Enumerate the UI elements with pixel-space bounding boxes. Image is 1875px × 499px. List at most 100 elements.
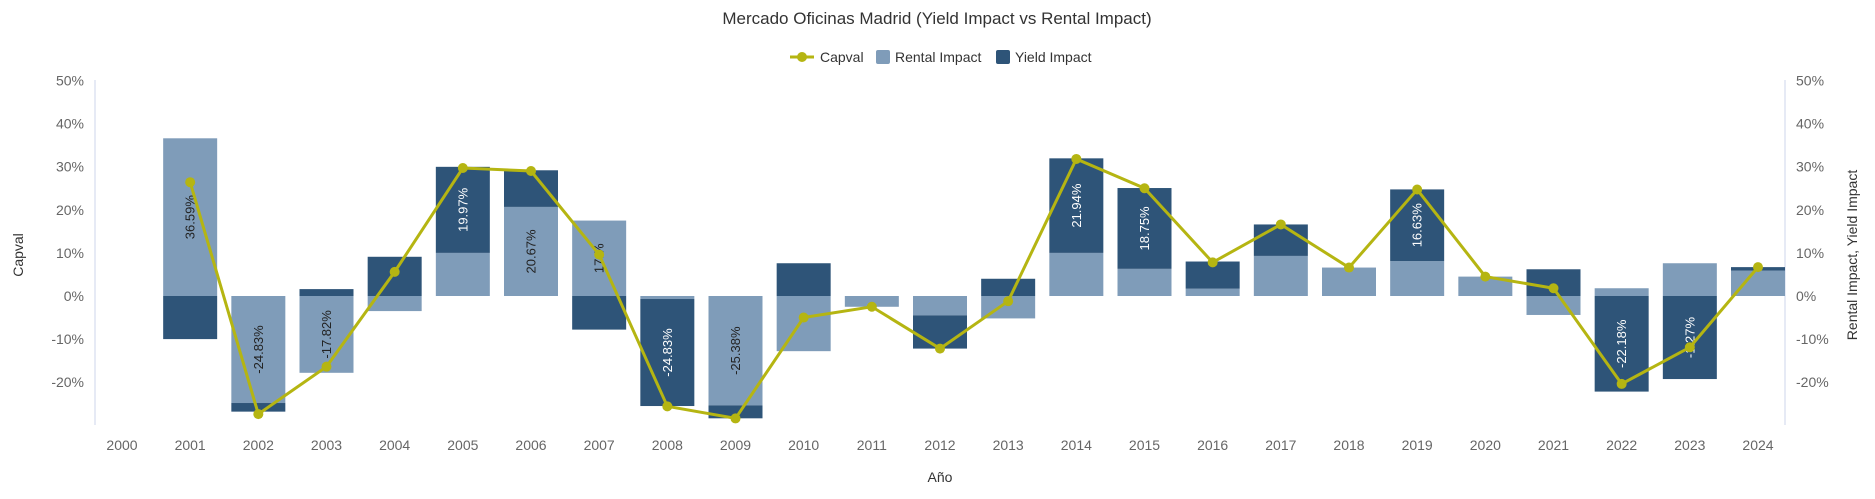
y-tick-label-left: 40% [56,116,84,132]
x-tick-label: 2006 [515,437,546,453]
capval-point [1003,296,1014,307]
capval-point [253,409,264,420]
x-tick-label: 2019 [1402,437,1433,453]
bar-data-label: 19.97% [455,187,470,232]
x-axis-title: Año [928,469,953,485]
bar-data-label: 20.67% [523,229,538,274]
legend-yield-label: Yield Impact [1015,49,1092,65]
x-tick-label: 2018 [1333,437,1364,453]
capval-point [594,249,605,260]
bar-data-label: -24.83% [660,328,675,377]
rental-impact-bar [1185,288,1240,296]
capval-point [321,361,332,372]
yield-impact-bar [640,299,695,407]
capval-point [389,266,400,277]
rental-impact-bar [640,296,695,300]
capval-point [935,343,945,354]
y-tick-label-left: 20% [56,202,84,218]
bar-data-label: 21.94% [1069,183,1084,228]
rental-impact-bar [299,296,354,373]
capval-point [1139,183,1150,194]
yield-impact-bar [1662,296,1717,380]
rental-impact-bar [1526,296,1581,315]
y-tick-label-right: 40% [1796,116,1824,132]
x-tick-label: 2012 [924,437,955,453]
x-tick-label: 2013 [993,437,1024,453]
rental-impact-bar [1594,288,1649,296]
rental-impact-bar [435,252,490,296]
yield-impact-bar [913,315,967,349]
rental-impact-bar [1662,263,1717,296]
bar-data-label: 18.75% [1137,206,1152,251]
rental-impact-bar [1117,268,1172,296]
x-tick-label: 2014 [1061,437,1092,453]
capval-point [1480,271,1491,282]
rental-impact-bar [913,296,967,316]
rental-impact-bar [367,296,422,312]
yield-impact-bar [299,289,354,296]
x-tick-label: 2008 [652,437,683,453]
rental-impact-bar [1458,276,1513,296]
x-tick-label: 2024 [1742,437,1773,453]
x-tick-label: 2004 [379,437,410,453]
y-tick-label-right: -20% [1796,374,1829,390]
capval-point [457,162,468,173]
x-tick-label: 2010 [788,437,819,453]
rental-impact-bar [1049,252,1104,296]
legend: Capval Rental Impact Yield Impact [790,49,1092,65]
x-tick-label: 2007 [584,437,615,453]
y-tick-label-right: 20% [1796,202,1824,218]
y-tick-label-right: 50% [1796,73,1824,89]
x-tick-label: 2003 [311,437,342,453]
yield-impact-bar [1117,188,1172,269]
capval-line-series [185,153,1763,424]
capval-point [1548,283,1559,294]
capval-point [1616,378,1627,389]
y-tick-label-left: 30% [56,159,84,175]
y-axis-title-left: Capval [10,233,26,277]
x-tick-label: 2001 [175,437,206,453]
y-tick-label-left: -20% [51,374,84,390]
y-tick-label-right: 10% [1796,245,1824,261]
capval-point [1344,262,1354,273]
capval-point [526,166,536,177]
y-tick-label-left: 10% [56,245,84,261]
rental-impact-bar [708,296,763,406]
rental-impact-bar [504,206,558,296]
x-tick-label: 2011 [857,437,887,453]
capval-point [866,301,877,312]
bar-data-label: -25.38% [728,326,743,375]
yield-impact-bar [1390,189,1445,262]
capval-point [1207,257,1218,268]
x-tick-label: 2017 [1265,437,1296,453]
legend-capval-marker-icon [797,52,807,62]
yield-impact-bar [776,263,831,296]
x-tick-label: 2022 [1606,437,1637,453]
bar-data-label: -17.82% [319,310,334,359]
bars [163,138,1785,419]
yield-impact-bar [163,296,218,340]
capval-point [185,177,196,188]
x-tick-label: 2020 [1470,437,1501,453]
y-axis-title-right: Rental Impact, Yield Impact [1844,170,1860,341]
legend-yield-swatch-icon [996,50,1010,64]
yield-impact-bar [1049,158,1104,253]
capval-point [798,312,809,323]
rental-impact-bar [844,296,899,307]
x-tick-label: 2016 [1197,437,1228,453]
capval-point [1684,342,1695,353]
chart-title: Mercado Oficinas Madrid (Yield Impact vs… [722,9,1151,28]
x-tick-label: 2005 [447,437,478,453]
legend-capval-label: Capval [820,49,864,65]
x-tick-label: 2015 [1129,437,1160,453]
legend-rental-label: Rental Impact [895,49,981,65]
bar-data-label: 36.59% [183,195,198,240]
yield-impact-bar [572,296,627,330]
y-tick-label-right: -10% [1796,331,1829,347]
rental-impact-bar [1253,255,1308,296]
yield-impact-bar [981,278,1036,296]
axes: 50% 50% 40% 40% 30% 30% 20% 20% 10% 10% 0% 0% -10% -1… [51,73,1828,454]
rental-impact-bar [981,296,1036,319]
